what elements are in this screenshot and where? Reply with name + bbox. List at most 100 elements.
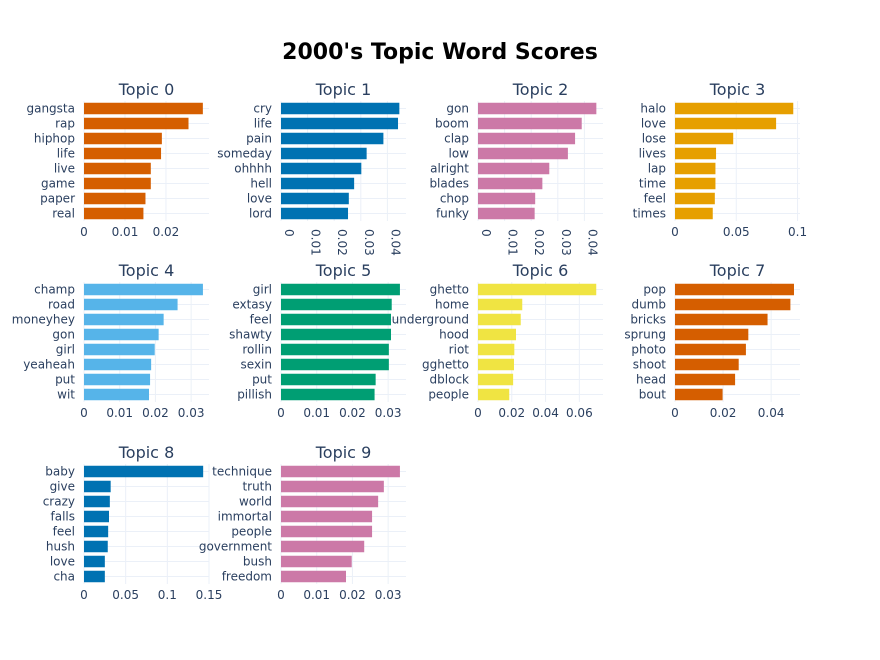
bar[interactable] — [281, 328, 391, 341]
bar[interactable] — [281, 162, 362, 175]
bar[interactable] — [675, 207, 713, 220]
category-label: hiphop — [34, 132, 75, 146]
bar[interactable] — [478, 298, 523, 311]
bar[interactable] — [84, 358, 152, 371]
bar[interactable] — [478, 373, 514, 386]
bar[interactable] — [281, 358, 389, 371]
bar[interactable] — [675, 388, 723, 401]
category-label: life — [254, 117, 272, 131]
bar[interactable] — [675, 298, 791, 311]
bar[interactable] — [675, 132, 734, 145]
bar[interactable] — [84, 480, 111, 493]
bar[interactable] — [675, 177, 716, 190]
bar[interactable] — [281, 510, 373, 523]
bar[interactable] — [478, 147, 568, 160]
bar[interactable] — [84, 570, 105, 583]
category-label: underground — [392, 313, 469, 327]
bar[interactable] — [478, 117, 582, 130]
bar[interactable] — [281, 480, 384, 493]
bar[interactable] — [281, 147, 367, 160]
bar[interactable] — [84, 207, 144, 220]
bar[interactable] — [84, 343, 155, 356]
bar[interactable] — [84, 465, 204, 478]
tick-label: 0.02 — [142, 406, 169, 420]
bar[interactable] — [281, 283, 400, 296]
bar[interactable] — [84, 495, 110, 508]
bar[interactable] — [281, 117, 399, 130]
bar[interactable] — [281, 388, 375, 401]
bar[interactable] — [478, 162, 550, 175]
bar[interactable] — [281, 132, 384, 145]
bar[interactable] — [675, 313, 768, 326]
bar[interactable] — [84, 555, 105, 568]
bar[interactable] — [84, 162, 151, 175]
category-label: rollin — [242, 343, 272, 357]
bar[interactable] — [281, 343, 389, 356]
bar[interactable] — [478, 328, 517, 341]
bar[interactable] — [478, 192, 536, 205]
bar[interactable] — [84, 373, 151, 386]
bar[interactable] — [84, 328, 159, 341]
bar[interactable] — [675, 373, 736, 386]
bar[interactable] — [281, 570, 346, 583]
category-label: love — [247, 192, 272, 206]
bar[interactable] — [84, 283, 203, 296]
tick-label: 0.03 — [375, 588, 402, 602]
bar[interactable] — [281, 525, 373, 538]
bar[interactable] — [478, 313, 521, 326]
bar[interactable] — [281, 177, 355, 190]
bar[interactable] — [281, 540, 365, 553]
subplot-topic-3: Topic 3 haloloveloseliveslaptimefeeltimes… — [633, 80, 807, 239]
bar[interactable] — [478, 132, 576, 145]
bar[interactable] — [281, 495, 379, 508]
bar[interactable] — [675, 117, 777, 130]
bar[interactable] — [84, 147, 162, 160]
category-label: photo — [631, 343, 666, 357]
bar[interactable] — [84, 313, 164, 326]
bar[interactable] — [675, 343, 746, 356]
bar[interactable] — [478, 177, 543, 190]
bar[interactable] — [675, 162, 716, 175]
bar[interactable] — [84, 102, 203, 115]
bar[interactable] — [675, 102, 794, 115]
bar[interactable] — [84, 117, 189, 130]
tick-label: 0.02 — [498, 406, 525, 420]
tick-label: 0 — [474, 406, 482, 420]
bar[interactable] — [84, 132, 162, 145]
bar[interactable] — [84, 192, 146, 205]
bar[interactable] — [84, 298, 178, 311]
bar[interactable] — [281, 192, 349, 205]
bar[interactable] — [281, 313, 391, 326]
bar[interactable] — [84, 540, 108, 553]
bar[interactable] — [478, 207, 535, 220]
category-label: lap — [648, 162, 666, 176]
category-label: ohhhh — [234, 162, 272, 176]
bar[interactable] — [281, 207, 349, 220]
bar[interactable] — [478, 343, 515, 356]
tick-label: 0 — [277, 406, 285, 420]
bar[interactable] — [281, 298, 392, 311]
tick-label: 0.05 — [112, 588, 139, 602]
bar[interactable] — [478, 358, 514, 371]
category-label: pain — [246, 132, 272, 146]
bar[interactable] — [281, 555, 352, 568]
bar[interactable] — [675, 283, 794, 296]
bar[interactable] — [84, 510, 109, 523]
bar[interactable] — [478, 102, 597, 115]
bar[interactable] — [84, 177, 151, 190]
bar[interactable] — [675, 147, 717, 160]
bar[interactable] — [675, 358, 739, 371]
bar[interactable] — [478, 388, 510, 401]
bar[interactable] — [84, 525, 109, 538]
bar[interactable] — [675, 192, 715, 205]
bar[interactable] — [281, 102, 400, 115]
bar[interactable] — [675, 328, 749, 341]
bar[interactable] — [84, 388, 149, 401]
category-label: sprung — [624, 328, 666, 342]
category-label: hell — [250, 177, 272, 191]
category-label: give — [50, 480, 75, 494]
bar[interactable] — [281, 373, 376, 386]
bar[interactable] — [478, 283, 597, 296]
tick-label: 0 — [479, 229, 493, 237]
bar[interactable] — [281, 465, 400, 478]
